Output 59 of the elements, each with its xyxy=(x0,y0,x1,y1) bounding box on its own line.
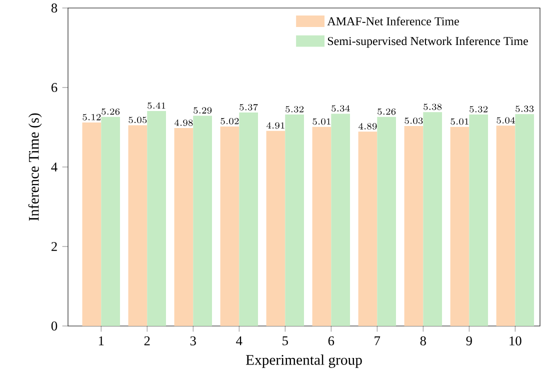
bar xyxy=(266,130,286,326)
data-label: 5 . 12 xyxy=(82,114,101,120)
x-tick-label: 1 xyxy=(98,336,104,346)
bar xyxy=(174,128,194,326)
data-label: 5 .41 xyxy=(148,102,166,109)
data-label: 5 . 02 xyxy=(220,118,239,124)
x-tick-label: 2 xyxy=(144,336,150,346)
bar xyxy=(331,114,350,326)
bar xyxy=(285,114,304,326)
bar xyxy=(377,116,396,326)
bar xyxy=(404,126,424,326)
legend-label: AMAF-Net Inference Time xyxy=(327,16,459,26)
data-label: 5 . 37 xyxy=(240,104,258,110)
x-tick-label: 3 xyxy=(190,336,196,346)
y-tick-label: 6 xyxy=(52,83,58,92)
data-label: 5 . 38 xyxy=(424,104,442,110)
bar xyxy=(147,110,166,326)
x-tick-label: 6 xyxy=(328,336,334,346)
y-tick-label: 4 xyxy=(51,162,58,172)
bar xyxy=(193,116,212,326)
data-label: 5 . 04 xyxy=(496,117,515,124)
data-label: 5 . 29 xyxy=(194,107,212,114)
x-axis-title: Experimental group xyxy=(246,354,362,368)
x-tick-label: 10 xyxy=(510,336,522,346)
x-tick-label: 9 xyxy=(466,336,472,346)
legend-label: Semi-supervised Network Inference Time xyxy=(328,36,528,48)
y-axis-title: Inference Time (s) xyxy=(28,113,42,221)
data-label: 5 . 03 xyxy=(404,118,423,124)
bar xyxy=(239,112,258,326)
bar xyxy=(82,122,102,326)
data-label: 4. 98 xyxy=(174,119,193,126)
x-tick-label: 7 xyxy=(374,336,380,346)
bar xyxy=(515,114,534,326)
data-label: 5 . 32 xyxy=(286,106,304,112)
x-tick-label: 4 xyxy=(236,336,242,346)
data-label: 5 . 01 xyxy=(450,118,468,125)
data-label: 5 . 34 xyxy=(332,105,350,112)
data-label: 5 . 26 xyxy=(378,108,396,115)
x-tick-label: 8 xyxy=(420,336,426,346)
bar xyxy=(423,112,442,326)
bar xyxy=(101,116,120,326)
y-tick-label: 8 xyxy=(51,4,58,12)
data-label: 4. 91 xyxy=(266,122,284,129)
y-tick-label: 0 xyxy=(51,321,58,330)
bar xyxy=(358,132,378,326)
data-label: 5 . 33 xyxy=(516,106,534,112)
bar xyxy=(450,126,470,326)
bar xyxy=(220,126,240,326)
bar xyxy=(496,126,516,326)
data-label: 4. 89 xyxy=(358,123,377,130)
data-label: 5 . 05 xyxy=(128,116,147,124)
bar xyxy=(469,114,488,326)
data-label: 5 . 32 xyxy=(470,106,488,112)
data-label: 5 . 01 xyxy=(312,118,330,125)
data-label: 5 . 26 xyxy=(102,108,120,115)
x-tick-label: 5 xyxy=(282,336,288,346)
y-tick-label: 2 xyxy=(52,242,57,251)
bar xyxy=(312,126,332,326)
bar xyxy=(128,125,148,326)
